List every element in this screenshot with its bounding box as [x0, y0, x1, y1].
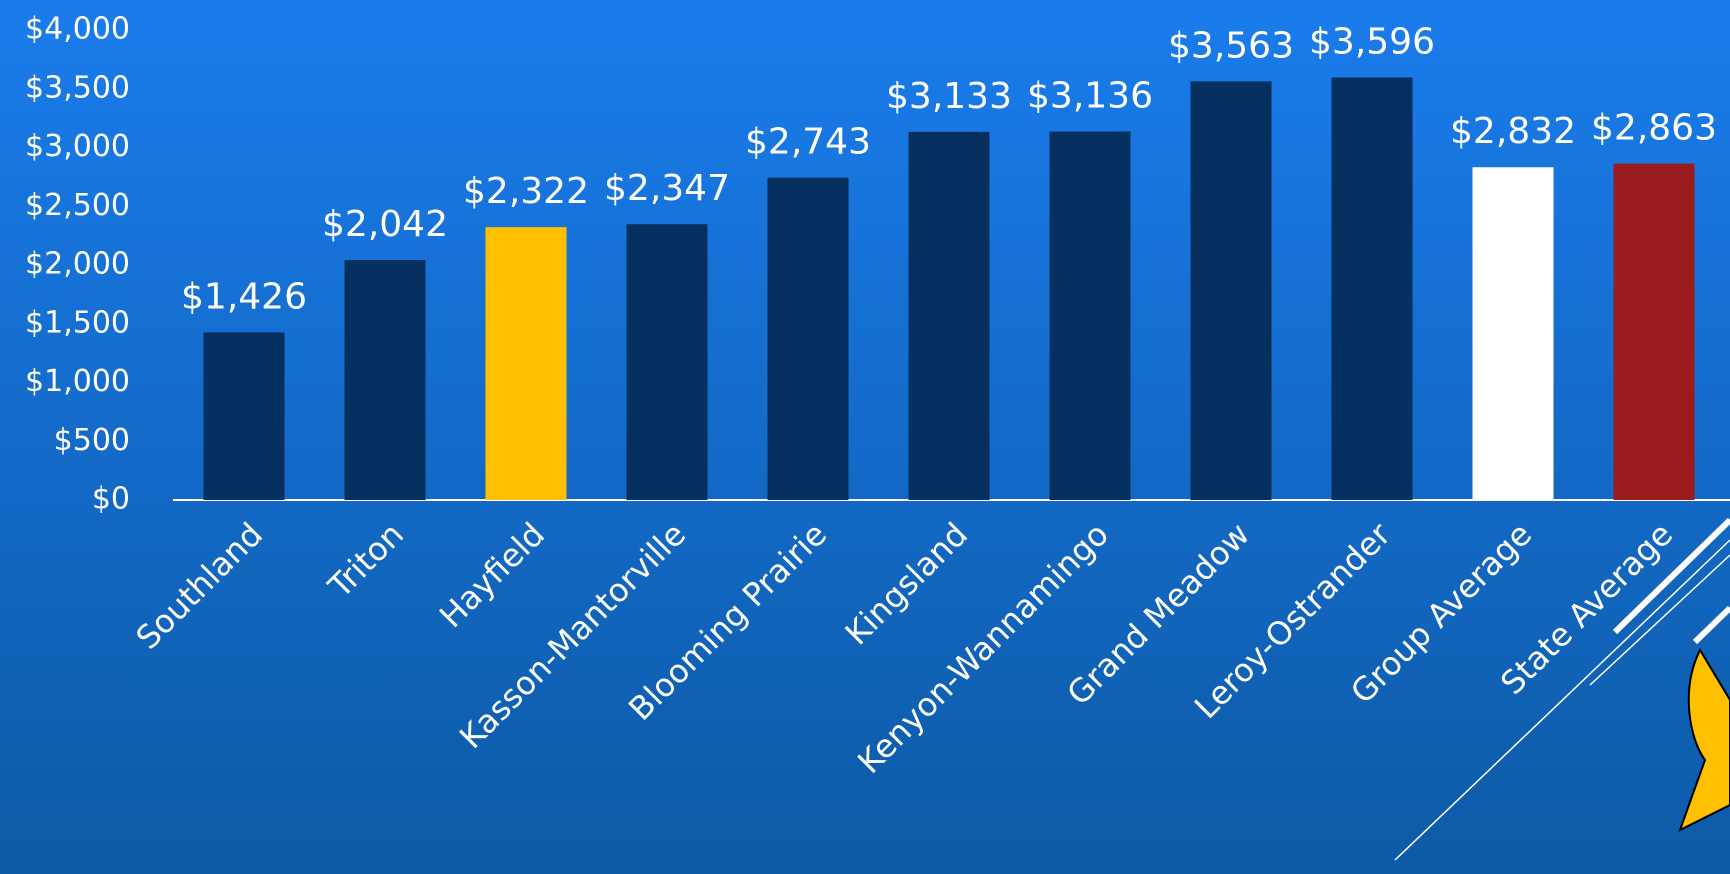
value-label: $3,136: [1027, 76, 1153, 117]
value-label: $2,322: [463, 171, 589, 212]
value-label: $3,133: [886, 76, 1012, 117]
value-label: $1,426: [181, 276, 307, 317]
page: $0 $500 $1,000 $1,500 $2,000 $2,500 $3,000 $3,5…: [0, 0, 1730, 874]
bar: [1332, 77, 1413, 500]
bar: [909, 132, 990, 500]
bar: [486, 227, 567, 500]
chart: $0 $500 $1,000 $1,500 $2,000 $2,500 $3,000 $3,5…: [0, 0, 1730, 874]
y-tick-label: $1,000: [25, 364, 130, 399]
y-tick-label: $3,500: [25, 70, 130, 105]
bar: [1473, 167, 1554, 500]
value-label: $2,743: [745, 122, 871, 163]
bar: [768, 178, 849, 500]
bar: [1191, 81, 1272, 500]
y-tick-label: $2,500: [25, 188, 130, 223]
y-tick-label: $0: [92, 482, 130, 517]
y-tick-label: $3,000: [25, 129, 130, 164]
y-tick-label: $500: [54, 423, 130, 458]
value-label: $2,832: [1450, 111, 1576, 152]
bar: [1050, 132, 1131, 500]
value-label: $2,347: [604, 168, 730, 209]
y-tick-label: $2,000: [25, 247, 130, 282]
y-tick-label: $1,500: [25, 305, 130, 340]
bar: [204, 332, 285, 500]
bar: [1614, 164, 1695, 500]
value-label: $2,863: [1591, 108, 1717, 149]
bar: [345, 260, 426, 500]
value-label: $2,042: [322, 204, 448, 245]
bar: [627, 224, 708, 500]
value-label: $3,596: [1309, 21, 1435, 62]
value-label: $3,563: [1168, 25, 1294, 66]
y-tick-label: $4,000: [25, 12, 130, 47]
